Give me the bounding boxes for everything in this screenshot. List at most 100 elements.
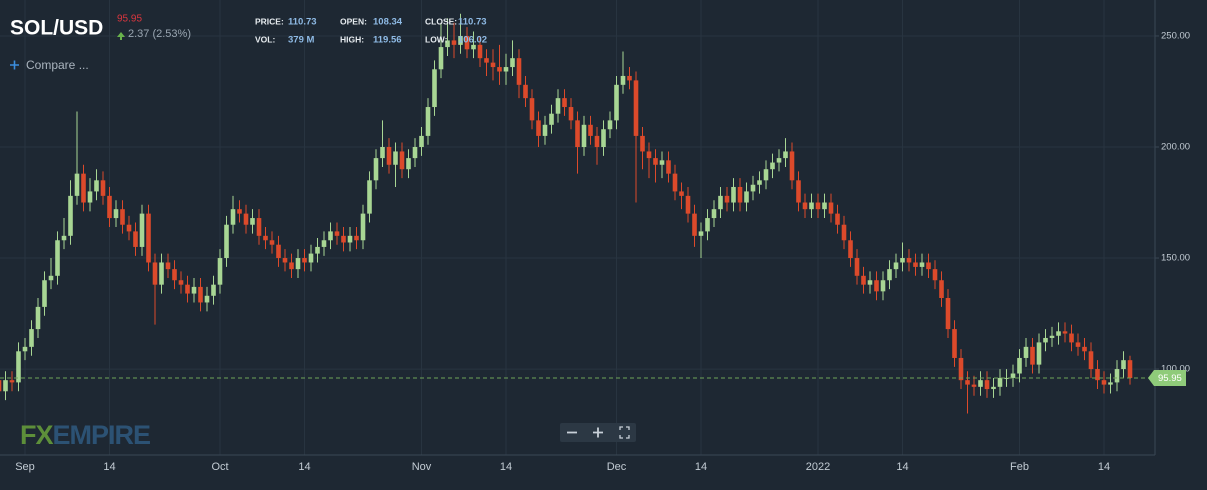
up-arrow: [117, 32, 125, 40]
axes: 100.00 150.00 200.00 250.00 Sep 14 Oct 14 Nov 14 D…: [15, 30, 1190, 472]
candle-body: [1108, 382, 1113, 385]
candle-body: [211, 284, 216, 296]
candle-body: [659, 160, 665, 165]
candle-body: [341, 235, 346, 243]
candle-body: [120, 209, 125, 225]
candle-body: [627, 75, 632, 81]
candle-body: [516, 58, 522, 85]
candle-body: [165, 262, 171, 270]
candle-body: [406, 158, 411, 170]
candle-body: [698, 231, 704, 236]
logo-empire: EMPIRE: [53, 420, 151, 450]
y-tick-label: 100.00: [1161, 364, 1190, 375]
header-price: 95.95: [117, 14, 142, 25]
candle-body: [451, 40, 457, 45]
fullscreen[interactable]: [619, 426, 630, 439]
candle-body: [438, 47, 444, 70]
y-tick-label: 150.00: [1161, 253, 1190, 264]
candle-body: [705, 218, 710, 232]
stat-value: 379 M: [288, 35, 314, 46]
candle-body: [126, 224, 132, 232]
stat-label: OPEN:: [340, 16, 367, 26]
candle-body: [172, 269, 177, 281]
candle-body: [906, 258, 912, 263]
candle-body: [35, 306, 41, 330]
candle-body: [555, 98, 561, 114]
candle-body: [763, 169, 769, 181]
candle-body: [997, 377, 1003, 387]
candle-body: [549, 113, 554, 125]
candle-body: [503, 67, 509, 72]
candle-body: [744, 191, 749, 203]
candle-body: [295, 258, 301, 270]
candle-body: [497, 67, 502, 72]
candle-body: [984, 380, 990, 390]
candle-body: [3, 380, 8, 392]
candle-body: [1069, 333, 1074, 343]
candle-body: [1049, 335, 1055, 338]
candle-body: [393, 151, 398, 165]
candle-body: [913, 262, 918, 267]
candle-body: [458, 35, 463, 45]
candle-body: [315, 246, 320, 254]
candle-body: [939, 280, 944, 299]
candle-body: [952, 329, 957, 358]
x-tick-label: 2022: [806, 461, 830, 473]
candle-body: [711, 209, 717, 219]
candle-body: [1004, 377, 1009, 379]
compare-button[interactable]: Compare ...: [10, 58, 89, 72]
stat-label: VOL:: [255, 34, 275, 44]
y-tick-label: 250.00: [1161, 30, 1190, 41]
x-tick-label: Nov: [412, 461, 432, 473]
candle-body: [243, 213, 249, 225]
candle-body: [536, 120, 541, 136]
candle-body: [471, 44, 476, 50]
candle-body: [685, 195, 691, 214]
candle-body: [29, 329, 34, 347]
logo-fx: FX: [20, 420, 53, 450]
candle-body: [1010, 373, 1016, 378]
stat-label: PRICE:: [255, 16, 284, 26]
x-tick-label: 14: [298, 461, 310, 473]
stat-label: LOW:: [425, 34, 448, 44]
candle-body: [146, 213, 151, 263]
candle-body: [581, 124, 587, 148]
candle-body: [1017, 357, 1022, 374]
candle-body: [757, 180, 762, 185]
candle-body: [958, 357, 964, 381]
candle-body: [321, 240, 327, 247]
candle-body: [48, 275, 54, 281]
candle-body: [965, 380, 970, 385]
candle-body: [347, 235, 353, 243]
candle-body: [412, 147, 418, 159]
zoom-in[interactable]: [593, 427, 603, 438]
candle-body: [276, 244, 281, 259]
candle-body: [789, 151, 795, 181]
candle-body: [107, 195, 112, 219]
candle-body: [562, 98, 567, 108]
candle-body: [250, 218, 255, 225]
candle-body: [1121, 360, 1126, 370]
candle-body: [854, 258, 860, 276]
candle-body: [1056, 331, 1061, 336]
candle-body: [991, 386, 996, 390]
candle-body: [464, 35, 470, 50]
candle-body: [74, 173, 80, 196]
candle-body: [373, 158, 379, 181]
candle-body: [386, 147, 392, 165]
candle-body: [666, 160, 671, 174]
candle-body: [425, 107, 431, 136]
candle-body: [601, 129, 606, 148]
zoom-controls: [560, 423, 636, 442]
x-tick-label: 14: [500, 461, 512, 473]
candle-body: [87, 191, 93, 203]
candle-body: [419, 135, 424, 148]
candle-body: [776, 158, 782, 163]
candle-body: [900, 258, 905, 263]
candle-body: [217, 258, 223, 285]
candle-body: [874, 280, 879, 292]
candle-body: [308, 253, 314, 263]
